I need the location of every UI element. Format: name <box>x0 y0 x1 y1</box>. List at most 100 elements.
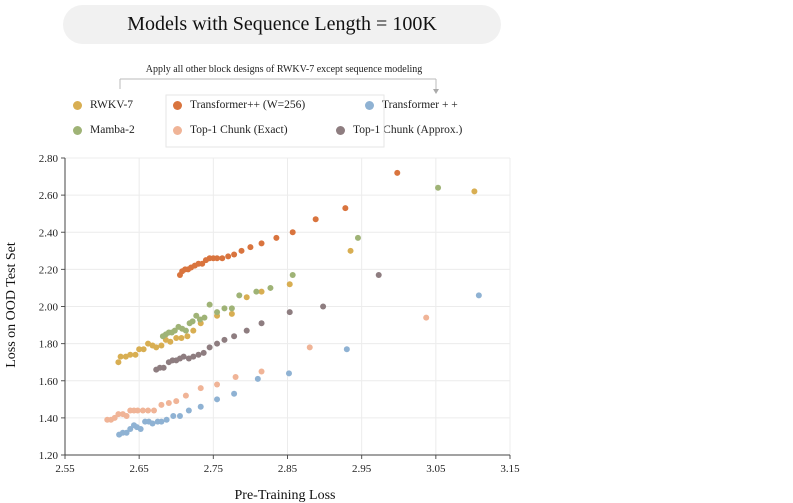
point-transformer-w-256 <box>199 260 206 267</box>
point-top-1-chunk-approx <box>320 303 327 310</box>
point-rwkv-7 <box>132 351 139 358</box>
grid-layer <box>64 157 511 456</box>
point-rwkv-7 <box>228 310 235 317</box>
point-transformer <box>123 429 130 436</box>
chart-subtitle: Apply all other block designs of RWKV-7 … <box>145 64 423 75</box>
y-tick-label: 2.80 <box>39 153 59 165</box>
point-top-1-chunk-exact <box>115 411 122 418</box>
point-rwkv-7 <box>347 247 354 254</box>
point-top-1-chunk-approx <box>286 309 293 316</box>
point-top-1-chunk-exact <box>134 407 141 414</box>
point-rwkv-7 <box>136 346 143 353</box>
y-tick-label: 1.80 <box>39 339 59 351</box>
point-transformer <box>149 420 156 427</box>
x-tick-label: 2.95 <box>352 463 372 475</box>
legend-marker-top1-approx <box>336 125 345 135</box>
point-transformer-w-256 <box>247 244 254 251</box>
point-transformer <box>163 416 170 423</box>
point-transformer-w-256 <box>273 234 280 241</box>
point-transformer <box>137 426 144 433</box>
legend-item-top1-approx: Top-1 Chunk (Approx.) <box>336 124 462 136</box>
legend-label-transformer-w256: Transformer++ (W=256) <box>190 99 306 111</box>
point-top-1-chunk-exact <box>182 392 189 399</box>
point-top-1-chunk-exact <box>232 374 239 381</box>
legend-marker-transformer <box>365 100 374 110</box>
axes-layer: 2.55 2.65 2.75 2.85 2.95 3.05 3.15 1.20 1.40 1.60… <box>39 153 520 475</box>
point-transformer <box>214 396 221 403</box>
point-top-1-chunk-approx <box>375 271 382 278</box>
point-mamba-2 <box>354 234 361 241</box>
point-top-1-chunk-exact <box>306 344 313 351</box>
point-top-1-chunk-approx <box>221 336 228 343</box>
x-tick-label: 3.15 <box>500 463 520 475</box>
legend-label-rwkv7: RWKV-7 <box>90 99 134 111</box>
legend-marker-rwkv7 <box>73 100 82 110</box>
point-top-1-chunk-approx <box>190 353 197 360</box>
point-transformer-w-256 <box>214 255 221 262</box>
legend-marker-mamba2 <box>73 125 82 135</box>
point-transformer <box>127 426 134 433</box>
point-top-1-chunk-approx <box>214 340 221 347</box>
point-transformer-w-256 <box>219 255 226 262</box>
x-tick-label: 2.85 <box>278 463 298 475</box>
point-top-1-chunk-exact <box>111 414 118 421</box>
point-top-1-chunk-exact <box>158 401 165 408</box>
y-tick-label: 2.40 <box>39 227 59 239</box>
point-rwkv-7 <box>178 335 185 342</box>
point-rwkv-7 <box>173 335 180 342</box>
x-tick-label: 2.65 <box>130 463 150 475</box>
point-transformer-w-256 <box>342 205 349 212</box>
point-mamba-2 <box>267 284 274 291</box>
point-rwkv-7 <box>117 353 124 360</box>
x-tick-label: 2.55 <box>55 463 75 475</box>
point-transformer <box>197 403 204 410</box>
point-transformer-w-256 <box>394 169 401 176</box>
point-top-1-chunk-exact <box>173 398 180 405</box>
point-rwkv-7 <box>286 281 293 288</box>
point-top-1-chunk-approx <box>180 353 187 360</box>
point-rwkv-7 <box>140 346 147 353</box>
point-transformer <box>176 413 183 420</box>
legend-item-top1-exact: Top-1 Chunk (Exact) <box>173 124 288 136</box>
point-top-1-chunk-approx <box>258 320 265 327</box>
point-mamba-2 <box>236 292 243 299</box>
x-axis-label: Pre-Training Loss <box>235 488 336 503</box>
point-top-1-chunk-exact <box>145 407 152 414</box>
chart-title: Models with Sequence Length = 100K <box>63 5 501 44</box>
y-tick-label: 1.40 <box>39 413 59 425</box>
legend-marker-transformer-w256 <box>173 100 182 110</box>
point-top-1-chunk-exact <box>165 400 172 407</box>
point-mamba-2 <box>206 301 213 308</box>
legend-box <box>165 94 385 148</box>
bracket-arrow-icon <box>433 89 439 94</box>
point-transformer-w-256 <box>231 251 238 258</box>
point-top-1-chunk-approx <box>200 349 207 356</box>
point-rwkv-7 <box>184 333 191 340</box>
point-top-1-chunk-exact <box>197 385 204 392</box>
point-transformer <box>343 346 350 353</box>
legend-label-transformer: Transformer + + <box>382 99 458 111</box>
point-top-1-chunk-approx <box>231 333 238 340</box>
legend-label-mamba2: Mamba-2 <box>90 124 135 136</box>
point-transformer-w-256 <box>238 247 245 254</box>
y-tick-label: 1.60 <box>39 376 59 388</box>
y-tick-label: 1.20 <box>39 450 59 462</box>
point-transformer <box>231 390 238 397</box>
points-layer <box>104 169 482 438</box>
point-top-1-chunk-exact <box>139 407 146 414</box>
point-rwkv-7 <box>190 327 197 334</box>
point-rwkv-7 <box>471 188 478 195</box>
point-mamba-2 <box>435 184 442 191</box>
point-rwkv-7 <box>258 288 265 295</box>
point-transformer-w-256 <box>289 229 296 236</box>
legend-item-transformer: Transformer + + <box>365 99 458 111</box>
y-tick-label: 2.20 <box>39 264 59 276</box>
y-tick-label: 2.60 <box>39 190 59 202</box>
legend-item-mamba2: Mamba-2 <box>73 124 135 136</box>
point-mamba-2 <box>289 271 296 278</box>
point-rwkv-7 <box>115 359 122 366</box>
point-transformer <box>185 407 192 414</box>
point-mamba-2 <box>182 327 189 334</box>
x-tick-label: 3.05 <box>426 463 446 475</box>
